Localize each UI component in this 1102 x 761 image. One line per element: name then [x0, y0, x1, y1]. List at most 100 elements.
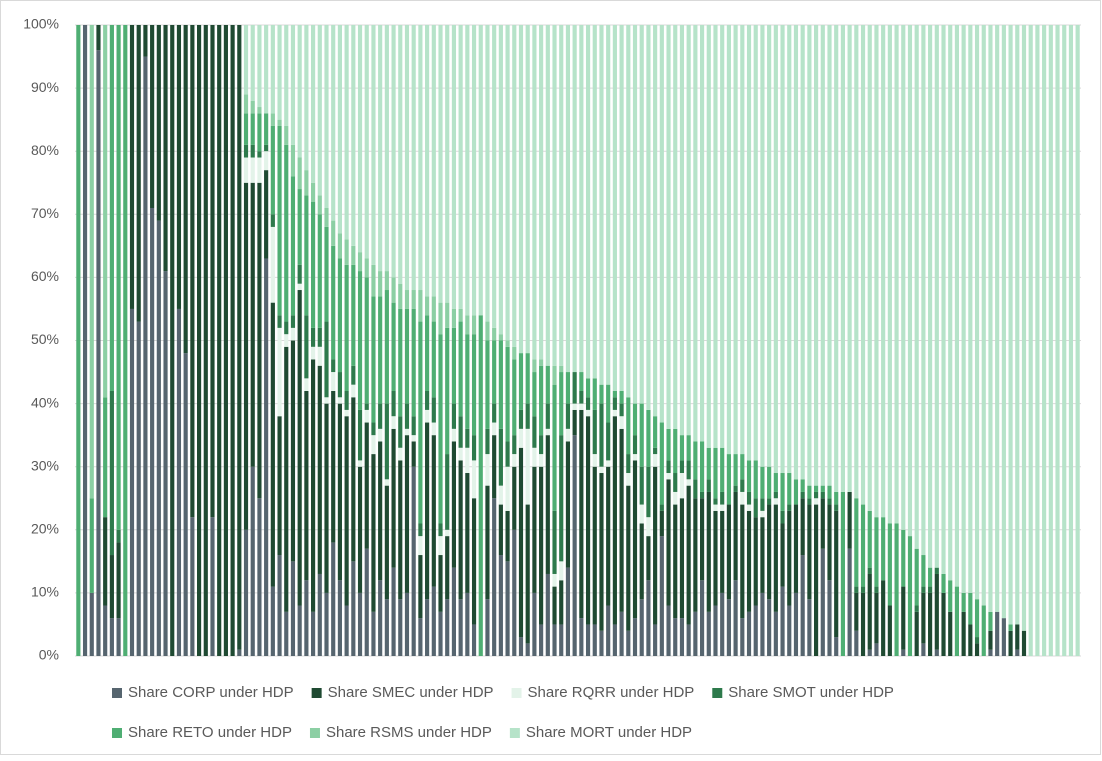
bar-segment: [445, 454, 450, 530]
bar-segment: [646, 25, 651, 410]
bar-segment: [760, 498, 765, 511]
bar-segment: [451, 327, 457, 404]
bar-segment: [814, 498, 819, 505]
bar-segment: [351, 384, 356, 398]
bar-segment: [518, 353, 524, 410]
bar-segment: [485, 599, 490, 656]
bar-segment: [458, 321, 463, 417]
bar-segment: [512, 25, 517, 347]
bar-segment: [740, 618, 745, 656]
bar-segment: [438, 611, 443, 656]
bar-segment: [116, 542, 121, 619]
bar-segment: [787, 25, 792, 474]
bar-segment: [881, 580, 886, 656]
bar-segment: [492, 498, 497, 656]
bar-segment: [559, 624, 564, 656]
bar-segment: [720, 447, 725, 492]
bar-segment: [485, 485, 490, 600]
bar-segment: [471, 315, 477, 335]
bar-segment: [364, 409, 369, 423]
bar-segment: [552, 624, 557, 656]
bar-segment: [800, 498, 805, 556]
bar-segment: [699, 491, 705, 499]
bar-segment: [525, 504, 530, 644]
bar-segment: [874, 592, 879, 644]
bar-segment: [465, 334, 470, 429]
bar-segment: [807, 504, 812, 600]
bar-segment: [773, 504, 778, 612]
bar-segment: [901, 25, 906, 530]
bar-segment: [565, 403, 571, 429]
bar-segment: [545, 435, 550, 574]
bar-segment: [874, 586, 879, 593]
bar-segment: [525, 25, 530, 354]
bar-segment: [391, 25, 396, 278]
bar-segment: [297, 25, 302, 158]
bar-segment: [653, 466, 658, 625]
bar-segment: [438, 536, 443, 556]
bar-segment: [478, 315, 483, 656]
bar-segment: [384, 479, 389, 486]
bar-segment: [894, 523, 899, 656]
bar-segment: [89, 498, 94, 593]
bar-segment: [854, 498, 859, 587]
bar-segment: [404, 428, 410, 436]
bar-segment: [445, 302, 450, 328]
bar-segment: [304, 195, 309, 316]
bar-segment: [364, 403, 369, 410]
bar-segment: [411, 441, 416, 467]
bar-segment: [378, 271, 383, 297]
bar-segment: [264, 151, 269, 171]
bar-segment: [606, 460, 611, 467]
bar-segment: [974, 25, 980, 600]
bar-segment: [921, 25, 926, 556]
bar-segment: [760, 466, 765, 499]
bar-segment: [988, 25, 993, 612]
bar-segment: [311, 346, 316, 360]
bar-segment: [787, 605, 792, 656]
bar-segment: [679, 25, 685, 436]
bar-segment: [599, 25, 604, 385]
bar-segment: [357, 271, 363, 410]
bar-segment: [686, 25, 691, 436]
bar-segment: [673, 473, 678, 492]
bar-segment: [351, 25, 356, 246]
bar-segment: [599, 384, 604, 404]
bar-segment: [425, 390, 430, 410]
bar-segment: [404, 25, 410, 291]
bar-segment: [767, 466, 772, 499]
y-tick-label: 100%: [23, 16, 59, 32]
bar-segment: [378, 296, 383, 404]
bar-segment: [800, 491, 805, 499]
bar-segment: [357, 466, 363, 593]
bar-segment: [458, 308, 463, 322]
bar-segment: [351, 397, 356, 562]
bar-segment: [639, 403, 644, 467]
bar-segment: [344, 605, 349, 656]
bar-segment: [284, 346, 289, 612]
bar-segment: [746, 25, 752, 461]
bar-segment: [847, 25, 852, 492]
bar-segment: [653, 454, 658, 467]
legend-swatch: [311, 688, 322, 698]
bar-segment: [290, 144, 296, 177]
bar-segment: [606, 25, 611, 385]
bar-segment: [250, 113, 255, 145]
bar-segment: [793, 25, 799, 480]
legend-swatch: [509, 728, 520, 738]
bar-segment: [545, 403, 550, 429]
bar-segment: [726, 454, 731, 505]
bar-segment: [257, 498, 262, 656]
bar-segment: [176, 308, 182, 656]
bar-segment: [565, 567, 571, 656]
bar-segment: [76, 25, 81, 656]
bar-segment: [465, 592, 470, 656]
bar-segment: [438, 523, 443, 537]
bar-segment: [585, 624, 591, 656]
bar-segment: [445, 25, 450, 303]
bar-segment: [666, 25, 671, 429]
bar-segment: [974, 643, 980, 656]
bar-segment: [398, 447, 403, 461]
bar-segment: [626, 473, 631, 486]
bar-segment: [612, 409, 617, 417]
